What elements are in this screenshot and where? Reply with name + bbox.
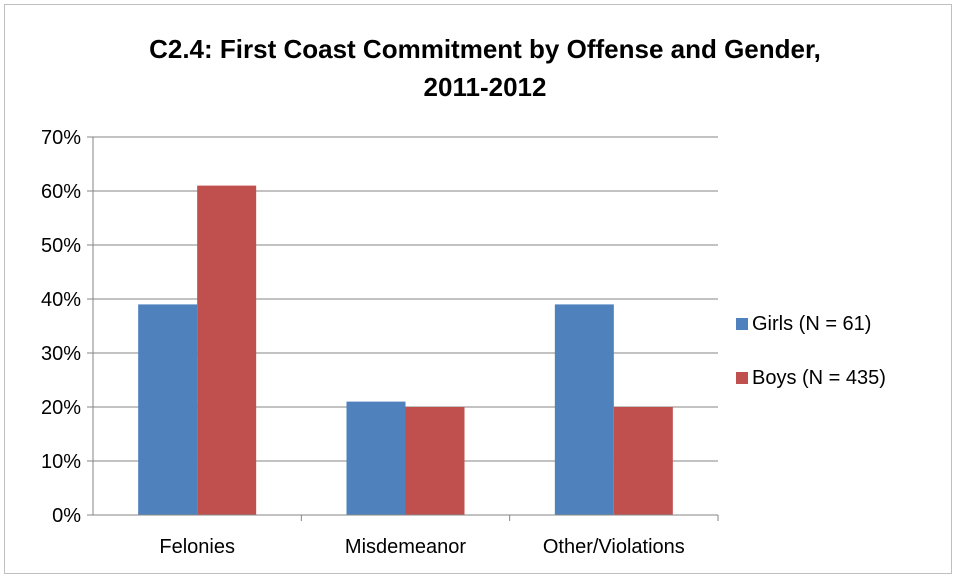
chart-title-line-2: 2011-2012 [423, 72, 547, 102]
legend-item-girls: Girls (N = 61) [736, 308, 886, 340]
bars [138, 185, 673, 515]
y-tick-label-70: 70% [41, 127, 81, 149]
x-tick-label-2: Other/Violations [543, 536, 685, 558]
legend-swatch-boys [736, 372, 748, 384]
y-tick-label-30: 30% [41, 343, 81, 365]
y-tick-label-10: 10% [41, 451, 81, 473]
y-tick-label-20: 20% [41, 397, 81, 419]
bar-girls-other-violations [554, 304, 614, 515]
legend-swatch-girls [736, 318, 748, 330]
y-tick-label-60: 60% [41, 181, 81, 203]
bar-boys-felonies [197, 185, 257, 515]
legend-label-girls: Girls (N = 61) [752, 312, 872, 335]
axes: 0% 10% 20% 30% 40% 50% 60% 70% Felonies Misdemean… [41, 127, 719, 558]
legend-item-boys: Boys (N = 435) [736, 362, 886, 394]
y-tick-label-50: 50% [41, 235, 81, 257]
chart-title: C2.4: First Coast Commitment by Offense … [0, 30, 957, 106]
x-tick-label-1: Misdemeanor [345, 536, 467, 558]
bar-boys-misdemeanor [405, 407, 465, 515]
legend-label-boys: Boys (N = 435) [752, 366, 886, 389]
x-tick-label-0: Felonies [159, 536, 235, 558]
y-tick-label-40: 40% [41, 289, 81, 311]
bar-boys-other-violations [613, 407, 673, 515]
legend: Girls (N = 61) Boys (N = 435) [736, 308, 886, 416]
chart-title-line-1: C2.4: First Coast Commitment by Offense … [149, 34, 821, 64]
bar-girls-misdemeanor [346, 401, 406, 515]
bar-girls-felonies [138, 304, 198, 515]
y-tick-label-0: 0% [52, 505, 81, 527]
